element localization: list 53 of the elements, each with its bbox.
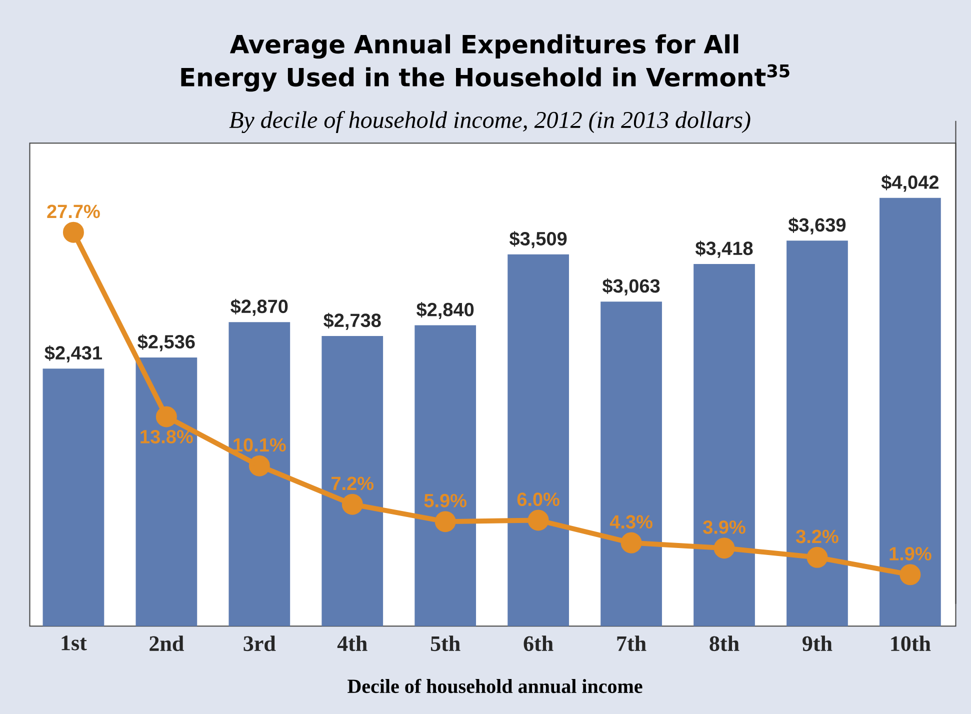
bar: [600, 302, 662, 626]
point: [620, 532, 642, 554]
x-tick-label: 9th: [802, 636, 832, 652]
data-label: $3,639: [788, 217, 846, 234]
data-label: 1.9%: [890, 547, 932, 560]
x-axis-title: Decile of household annual income: [348, 678, 642, 694]
x-tick-label: 4th: [337, 636, 368, 652]
data-label: 13.8%: [140, 430, 193, 444]
data-label: $2,738: [324, 312, 381, 330]
data-label: $2,431: [44, 345, 102, 362]
data-label: 3.2%: [796, 530, 838, 544]
x-tick-label: 10th: [891, 636, 931, 652]
bar: [322, 336, 384, 626]
data-label: 10.1%: [234, 438, 286, 452]
chart-subtitle: By decile of household income, 2012 (in 2013 dollars): [229, 110, 750, 134]
bar: [414, 325, 476, 626]
data-label: 4.3%: [610, 515, 652, 529]
data-label: $2,870: [230, 298, 288, 316]
chart-title: Average Annual Expenditures for All Energy Used in the Household in Vermont$^{35}$: [181, 34, 790, 92]
data-label: 7.2%: [332, 476, 374, 490]
data-label: $3,509: [510, 231, 567, 248]
x-tick-label: 2nd: [150, 636, 184, 652]
x-tick-label: 3rd: [244, 636, 276, 652]
point: [900, 564, 921, 586]
data-label: $3,063: [602, 278, 660, 296]
x-tick-label: 6th: [524, 636, 554, 652]
bar: [508, 254, 569, 626]
data-label: 27.7%: [47, 204, 100, 218]
data-label: $4,042: [881, 174, 938, 192]
bar: [694, 264, 755, 626]
x-tick-label: 5th: [430, 636, 460, 652]
point: [62, 222, 84, 243]
x-tick-label: 7th: [617, 636, 646, 652]
x-tick-label: 8th: [710, 636, 740, 652]
bar: [228, 322, 290, 626]
bar: [42, 368, 104, 626]
point: [248, 455, 270, 476]
data-label: $2,536: [138, 334, 195, 352]
point: [806, 546, 828, 568]
point: [342, 494, 363, 515]
data-label: 3.9%: [703, 520, 746, 534]
point: [528, 510, 549, 531]
point: [434, 511, 456, 532]
bar: [786, 240, 848, 626]
bar: [880, 198, 941, 626]
data-label: $3,418: [695, 240, 753, 258]
data-label: 6.0%: [517, 492, 560, 506]
data-label: 5.9%: [424, 494, 466, 508]
point: [714, 538, 735, 559]
data-label: $2,840: [416, 302, 474, 320]
x-tick-label: 1st: [62, 636, 87, 650]
bar: [136, 357, 198, 626]
point: [156, 406, 177, 428]
